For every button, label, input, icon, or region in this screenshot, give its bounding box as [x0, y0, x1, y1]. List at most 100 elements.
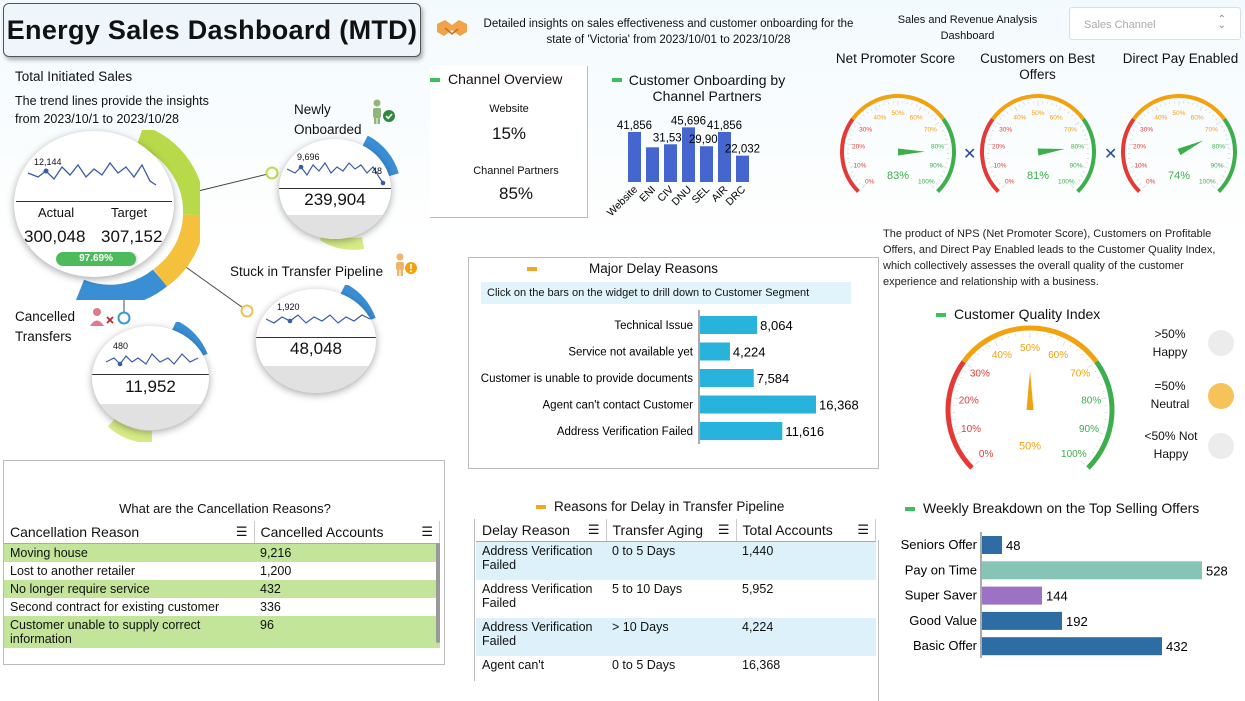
- sales-channel-select[interactable]: Sales Channel ⌃ ⌄: [1069, 7, 1241, 40]
- gauge-tick: [1058, 106, 1062, 112]
- gauge-tick-label: 0%: [979, 449, 994, 460]
- transfer-reason-cell: Address Verification Failed: [482, 581, 593, 610]
- gauge-tick-label: 40%: [992, 350, 1012, 361]
- onboarding-bar[interactable]: [664, 144, 677, 182]
- delay-bar[interactable]: [700, 316, 758, 334]
- table-row[interactable]: Agent can't 0 to 5 Days 16,368: [476, 656, 876, 682]
- gauge-tick-label: 70%: [1070, 369, 1090, 380]
- gauge-value-label: 81%: [1027, 170, 1049, 182]
- select-chevron-icon: ⌃ ⌄: [1217, 14, 1226, 31]
- transfer-col-reason[interactable]: Delay Reason ☰: [476, 519, 607, 542]
- newly-onboarded-title: Newly Onboarded: [294, 102, 362, 137]
- cancel-count-cell: 336: [260, 600, 281, 614]
- table-row[interactable]: No longer require service 432: [4, 580, 440, 598]
- gauge-tick: [1223, 130, 1226, 132]
- gauge-tick: [859, 118, 862, 120]
- gauge-tick: [991, 171, 994, 173]
- legend-unhappy-text: <50% Not Happy: [1144, 429, 1198, 461]
- onboarding-bar[interactable]: [682, 127, 695, 182]
- gauge-tick: [927, 111, 930, 114]
- column-menu-icon[interactable]: ☰: [587, 522, 600, 537]
- onboarding-chart-title: Customer Onboarding by Channel Partners: [612, 72, 802, 104]
- column-menu-icon[interactable]: ☰: [857, 522, 869, 537]
- onboarding-tick-label: SEL: [690, 184, 713, 207]
- cancellation-table: Cancellation Reason ☰ Cancelled Accounts ☰…: [4, 521, 440, 648]
- gauge-tick: [1211, 184, 1216, 189]
- delay-bar[interactable]: [700, 422, 783, 440]
- gauge-tick: [870, 108, 872, 111]
- offer-value-label: 144: [1046, 589, 1068, 604]
- transfer-col-aging[interactable]: Transfer Aging ☰: [606, 519, 737, 542]
- gauge-tick: [931, 114, 934, 117]
- onboarding-bar[interactable]: [646, 147, 659, 182]
- offer-bar[interactable]: [982, 611, 1062, 630]
- gauge-tick: [1080, 460, 1085, 465]
- transfer-reason-cell: Agent can't: [482, 657, 545, 672]
- gauge-tick: [1008, 335, 1010, 339]
- transfer-col-total[interactable]: Total Accounts ☰: [736, 519, 876, 542]
- delay-category-label: Agent can't contact Customer: [543, 400, 694, 412]
- delay-bar[interactable]: [700, 395, 816, 414]
- column-menu-icon[interactable]: ☰: [235, 524, 248, 539]
- gauge-tick: [938, 179, 941, 181]
- offer-bar[interactable]: [982, 637, 1162, 656]
- gauge-tick: [934, 118, 937, 120]
- onboarding-bar[interactable]: [736, 155, 749, 182]
- cancel-count-cell: 96: [260, 618, 274, 632]
- cancel-count-cell: 1,200: [260, 564, 292, 578]
- delay-bar-chart[interactable]: Technical Issue 8,064 Service not availabl…: [469, 310, 877, 450]
- table-row[interactable]: Moving house 9,216: [4, 543, 440, 562]
- gauge-tick-label: 60%: [1050, 114, 1063, 121]
- gauge-tick: [967, 364, 972, 368]
- delay-bar[interactable]: [700, 369, 754, 387]
- offer-category-label: Seniors Offer: [901, 537, 978, 552]
- gauge-tick: [1057, 338, 1059, 341]
- gauge-tick: [858, 183, 861, 185]
- gauge-tick: [1142, 184, 1147, 189]
- gauge-band: [945, 360, 974, 470]
- table-row[interactable]: Second contract for existing customer 336: [4, 598, 440, 616]
- gauge-tick-label: 70%: [924, 126, 937, 133]
- gauge-tick: [1071, 114, 1074, 117]
- cancel-col-reason[interactable]: Cancellation Reason ☰: [4, 521, 255, 544]
- table-row[interactable]: Customer unable to supply correct inform…: [4, 616, 440, 648]
- table-row[interactable]: Address Verification Failed 5 to 10 Days 5…: [476, 580, 876, 618]
- offer-bar[interactable]: [982, 586, 1042, 605]
- cancellation-title: What are the Cancellation Reasons?: [119, 501, 331, 516]
- table-row[interactable]: Lost to another retailer 1,200: [4, 562, 440, 580]
- transfer-total-cell: 5,952: [742, 581, 774, 596]
- gauge-tick: [940, 175, 943, 177]
- offer-bar[interactable]: [982, 561, 1202, 580]
- column-menu-icon[interactable]: ☰: [421, 524, 433, 539]
- delay-bar[interactable]: [700, 342, 730, 361]
- gauge-band: [991, 94, 1085, 121]
- actual-label: Actual: [38, 205, 75, 220]
- gauge-tick: [1224, 143, 1230, 146]
- gauge-tick-label: 30%: [859, 126, 872, 133]
- gauge-needle: [897, 148, 925, 156]
- gauge-tick: [1010, 108, 1012, 111]
- onboarding-bar[interactable]: [628, 131, 641, 182]
- transfer-delay-table: Delay Reason ☰ Transfer Aging ☰ Total Acco…: [476, 519, 876, 681]
- column-menu-icon[interactable]: ☰: [717, 522, 730, 537]
- gauge-tick: [849, 134, 852, 136]
- gauge-chart: 0% 10% 20% 30%40% 50% 60%70% 80% 90% 100% 74%: [1121, 94, 1237, 194]
- transfer-aging-cell: > 10 Days: [612, 619, 669, 634]
- gauge-tick: [1147, 111, 1150, 114]
- cancel-col-count[interactable]: Cancelled Accounts ☰: [254, 521, 440, 544]
- table-row[interactable]: Address Verification Failed > 10 Days 4,22…: [476, 617, 876, 656]
- onboarding-bar[interactable]: [700, 146, 713, 182]
- person-check-icon: [367, 99, 397, 125]
- gauge-chart: 0% 10% 20% 30%40% 50% 60%70% 80% 90% 100% 81%: [980, 94, 1096, 194]
- delay-value-label: 4,224: [733, 345, 766, 360]
- gauge-tick: [1098, 439, 1101, 441]
- cancel-scrollbar[interactable]: [436, 543, 440, 643]
- quality-index-gauge: 0% 10% 20% 30%40% 50% 60%70% 80% 90% 100% 50%: [945, 325, 1115, 470]
- gauge-tick-label: 70%: [1064, 126, 1077, 133]
- onboarding-bar[interactable]: [718, 131, 731, 182]
- gauge-tick: [940, 125, 943, 128]
- table-row[interactable]: Address Verification Failed 0 to 5 Days 1,…: [476, 541, 876, 580]
- gauge-tick: [1136, 179, 1139, 181]
- gauge-tick: [1212, 114, 1215, 117]
- offer-bar[interactable]: [982, 536, 1002, 554]
